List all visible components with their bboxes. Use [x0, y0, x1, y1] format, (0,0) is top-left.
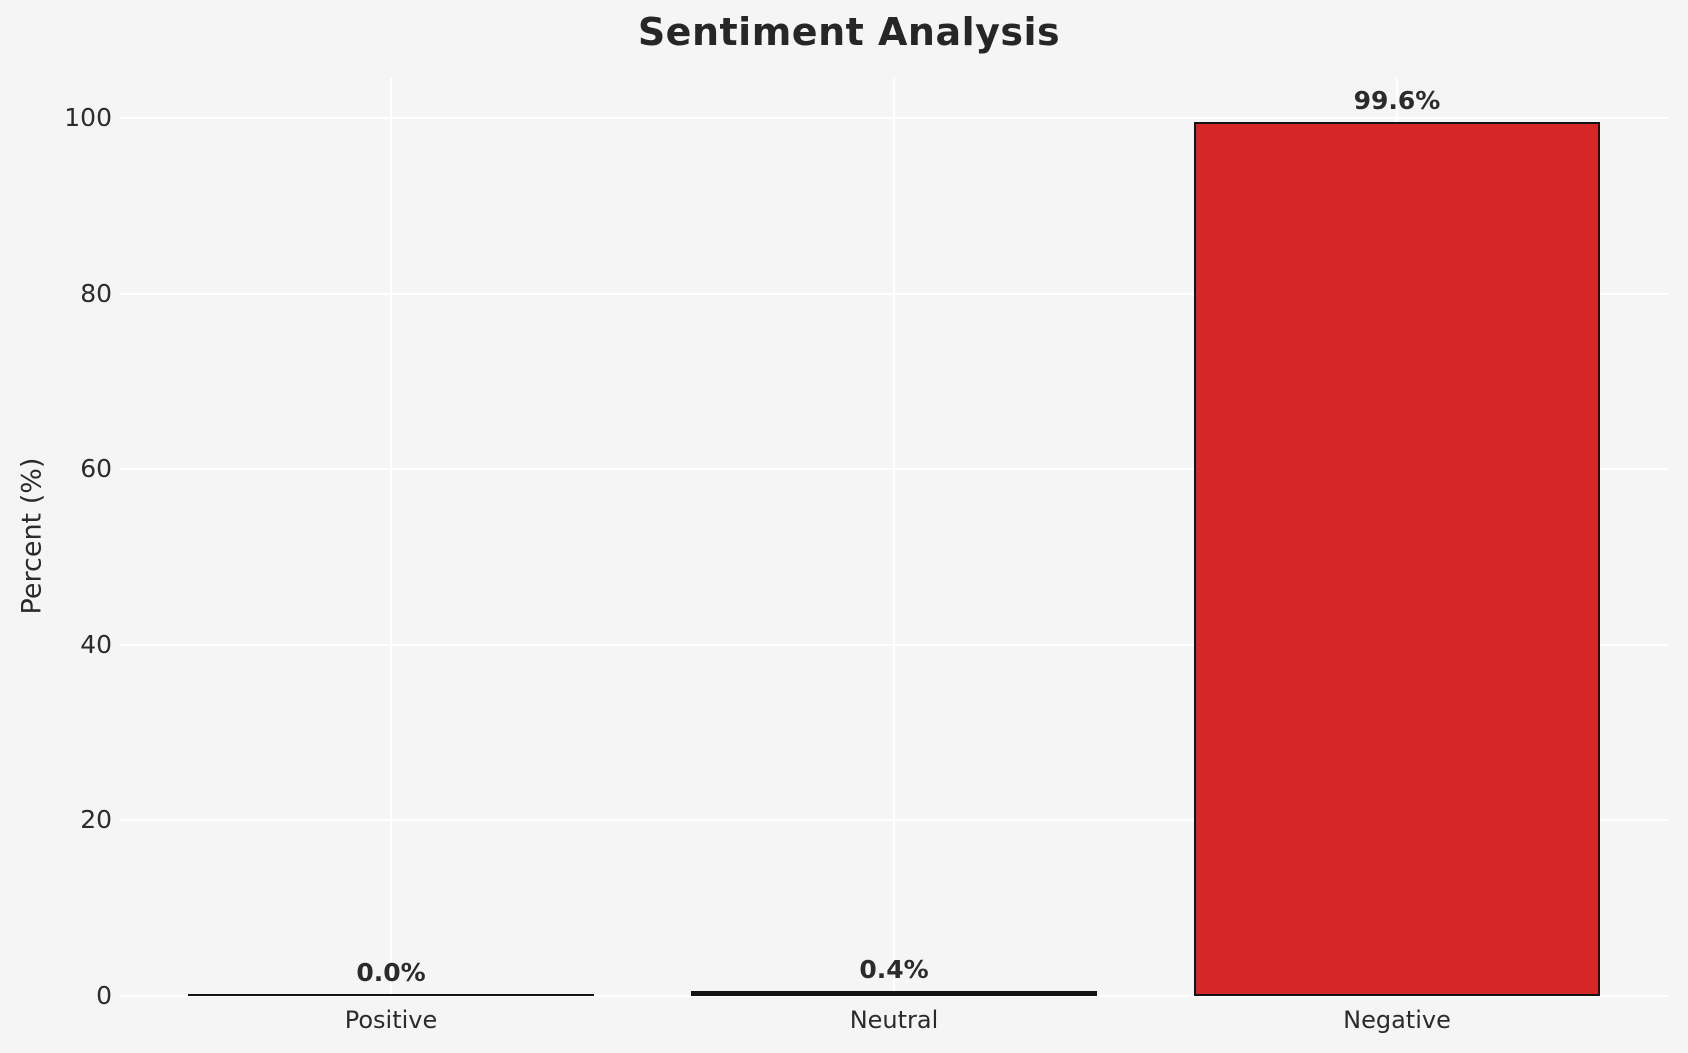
y-tick-label: 80: [80, 278, 112, 308]
bar-value-label: 99.6%: [1353, 86, 1441, 115]
bar-value-label: 0.4%: [859, 955, 929, 984]
y-tick-label: 0: [96, 981, 112, 1010]
gridline-horizontal: [119, 995, 1668, 997]
bar-negative: [1194, 122, 1600, 996]
x-tick-label: Negative: [1343, 1006, 1451, 1034]
y-tick-label: 40: [80, 629, 112, 659]
x-tick-label: Neutral: [849, 1006, 939, 1034]
bar-value-label: 0.0%: [356, 958, 426, 987]
bar-neutral: [691, 991, 1097, 996]
y-tick-label: 100: [64, 103, 112, 132]
chart-title: Sentiment Analysis: [637, 10, 1061, 54]
gridline-vertical: [390, 78, 392, 996]
gridline-vertical: [893, 78, 895, 996]
bar-positive: [188, 994, 594, 996]
y-tick-label: 20: [80, 805, 112, 835]
x-tick-label: Positive: [344, 1006, 438, 1034]
y-tick-label: 60: [80, 454, 112, 484]
